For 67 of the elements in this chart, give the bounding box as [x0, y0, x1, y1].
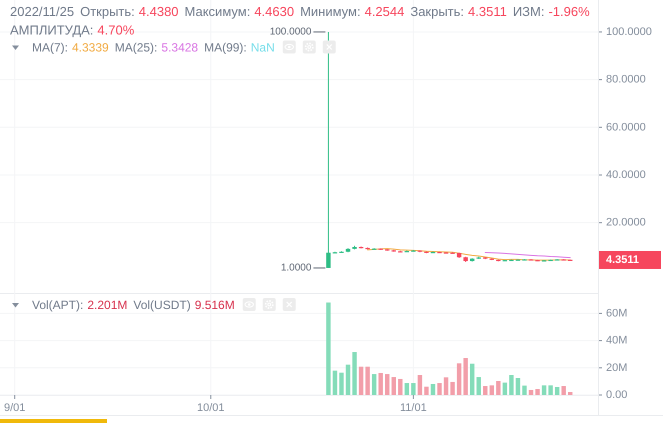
- bar: [463, 358, 468, 395]
- bar: [522, 386, 527, 395]
- bar: [542, 385, 546, 395]
- bar: [528, 390, 534, 395]
- x-tick-label: 11/01: [400, 402, 427, 414]
- annotation: ИЗМ: -1.96%: [512, 4, 590, 19]
- bar: [404, 383, 410, 395]
- annotation: 100.0000: [270, 26, 312, 38]
- bar: [568, 392, 572, 395]
- y-tick-label: 40M: [606, 334, 628, 347]
- bar: [424, 386, 429, 395]
- bar: [385, 374, 390, 395]
- text: 4.3511: [606, 254, 640, 266]
- bar: [332, 370, 338, 395]
- y-tick-label: 20M: [606, 362, 628, 374]
- annotation: MA(7): 4.3339: [32, 40, 110, 54]
- y-tick-label: 40.0000: [606, 168, 646, 181]
- y-tick-label: 80.0000: [606, 74, 646, 86]
- bar: [378, 372, 383, 395]
- bar: [476, 377, 481, 395]
- candlestick: [326, 31, 331, 268]
- bar: [430, 384, 436, 395]
- bar: [483, 386, 488, 395]
- bar: [444, 377, 448, 395]
- bar: [392, 377, 396, 395]
- bar: [418, 375, 422, 395]
- bar: [372, 374, 376, 395]
- bar: [352, 352, 357, 395]
- x-tick-label: 9/01: [4, 402, 26, 414]
- line-series: [367, 248, 571, 261]
- bar: [554, 386, 560, 395]
- bar: [548, 385, 553, 395]
- bar: [470, 364, 474, 395]
- annotation: 1.0000: [280, 262, 312, 274]
- bar: [398, 378, 403, 395]
- bar: [411, 383, 416, 395]
- bar: [346, 364, 350, 395]
- bar: [326, 302, 331, 395]
- annotation: Vol(APT): 2.201M: [32, 298, 128, 312]
- bar: [365, 366, 370, 395]
- annotation: MA(99): NaN: [204, 40, 275, 54]
- bar: [456, 363, 462, 395]
- bar: [561, 386, 566, 395]
- bar: [339, 372, 344, 395]
- bar: [509, 375, 514, 395]
- annotation: MA(25): 5.3428: [114, 40, 198, 54]
- annotation: Vol(USDT) 9.516M: [133, 298, 235, 312]
- y-tick-label: 20.0000: [606, 216, 646, 229]
- y-tick-label: 60M: [606, 307, 628, 320]
- y-tick-label: 60.0000: [606, 121, 646, 134]
- bar: [450, 382, 455, 395]
- annotation: Минимум: 4.2544: [300, 4, 404, 19]
- bar: [496, 380, 501, 395]
- annotation: АМПЛИТУДА: 4.70%: [10, 22, 135, 38]
- bar: [437, 383, 442, 395]
- annotation: Открыть: 4.4380: [80, 4, 179, 19]
- bar: [535, 389, 540, 395]
- bar: [502, 382, 508, 395]
- annotation: Закрыть: 4.3511: [410, 4, 507, 19]
- annotation: Максимум: 4.4630: [184, 4, 294, 19]
- x-tick-label: 10/01: [197, 402, 225, 414]
- y-tick-label: 0.00: [606, 389, 628, 401]
- bar: [358, 366, 364, 395]
- annotation: 2022/11/25: [10, 4, 74, 19]
- bar: [516, 378, 520, 395]
- y-tick-label: 100.0000: [606, 26, 652, 38]
- bar: [490, 385, 494, 395]
